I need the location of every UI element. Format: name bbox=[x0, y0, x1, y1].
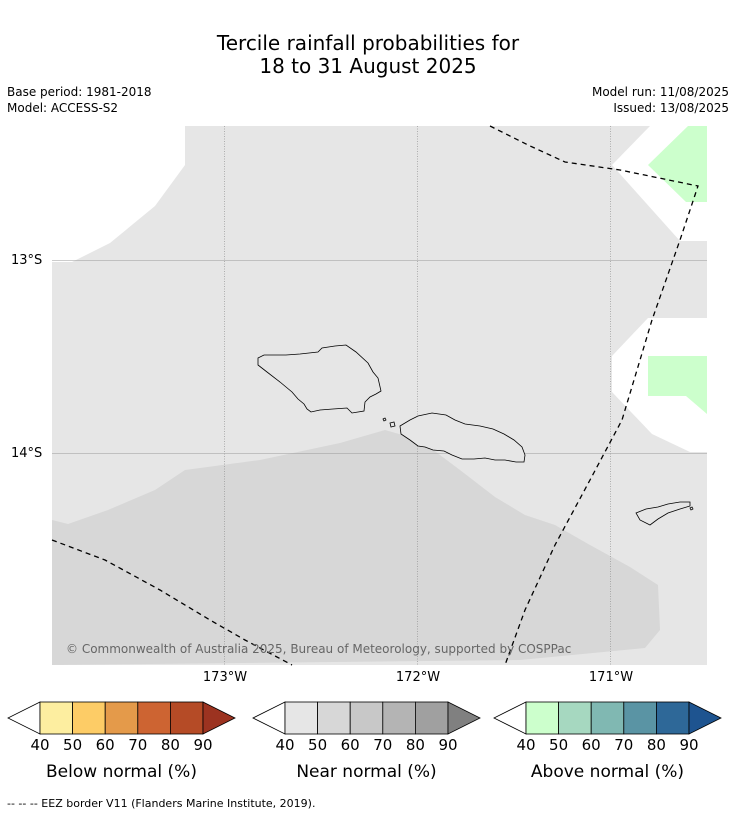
base-period: Base period: 1981-2018 bbox=[7, 85, 152, 99]
above-colorbar-tick: 40 bbox=[516, 736, 536, 754]
near-colorbar-tick: 40 bbox=[275, 736, 295, 754]
model-run: Model run: 11/08/2025 bbox=[591, 85, 729, 99]
map-panel bbox=[51, 125, 707, 666]
above-colorbar-tick: 80 bbox=[646, 736, 666, 754]
below-colorbar-tick: 70 bbox=[128, 736, 148, 754]
below-colorbar-over-arrow bbox=[202, 701, 236, 735]
above-colorbar-tick: 90 bbox=[679, 736, 699, 754]
near-colorbar-cell bbox=[414, 701, 449, 735]
below-colorbar-tick: 80 bbox=[160, 736, 180, 754]
below-colorbar-cell bbox=[169, 701, 204, 735]
near-colorbar-tick: 70 bbox=[373, 736, 393, 754]
below-colorbar-cell bbox=[137, 701, 171, 735]
near-normal-50-region bbox=[52, 430, 660, 665]
eez-footnote: -- -- -- EEZ border V11 (Flanders Marine… bbox=[7, 797, 316, 810]
lon-label-171w: 171°W bbox=[588, 670, 634, 685]
title-line-1: Tercile rainfall probabilities for bbox=[216, 31, 520, 55]
above-colorbar-under-arrow bbox=[493, 701, 527, 735]
eez-border bbox=[51, 125, 699, 666]
above-colorbar-cell bbox=[623, 701, 657, 735]
below-colorbar-tick: 90 bbox=[193, 736, 213, 754]
tutuila-island bbox=[635, 501, 691, 526]
near-colorbar-tick: 90 bbox=[438, 736, 458, 754]
above-colorbar-tick: 70 bbox=[614, 736, 634, 754]
above-normal-region-1 bbox=[648, 126, 707, 202]
lon-label-172w: 172°W bbox=[395, 670, 441, 685]
below-colorbar-under-arrow bbox=[7, 701, 41, 735]
title-line-2: 18 to 31 August 2025 bbox=[259, 54, 477, 78]
near-colorbar-cell bbox=[284, 701, 318, 735]
above-legend-label: Above normal (%) bbox=[530, 762, 685, 782]
near-colorbar-tick: 50 bbox=[308, 736, 328, 754]
near-colorbar-cell bbox=[382, 701, 416, 735]
above-colorbar-tick: 50 bbox=[549, 736, 569, 754]
below-colorbar-cell bbox=[104, 701, 139, 735]
upolu-island bbox=[399, 412, 526, 463]
near-colorbar-under-arrow bbox=[252, 701, 286, 735]
near-colorbar-tick: 80 bbox=[405, 736, 425, 754]
below-colorbar-cell bbox=[72, 701, 106, 735]
above-colorbar-over-arrow bbox=[688, 701, 722, 735]
above-colorbar-cell bbox=[525, 701, 559, 735]
lat-label-13s: 13°S bbox=[11, 253, 43, 268]
lon-label-173w: 173°W bbox=[202, 670, 248, 685]
near-colorbar-tick: 60 bbox=[340, 736, 360, 754]
near-colorbar-over-arrow bbox=[447, 701, 481, 735]
near-legend-label: Near normal (%) bbox=[296, 762, 437, 782]
near-colorbar-cell bbox=[349, 701, 384, 735]
below-colorbar-tick: 40 bbox=[30, 736, 50, 754]
aunuu-island bbox=[689, 506, 694, 511]
lat-label-14s: 14°S bbox=[11, 446, 43, 461]
savaii-island bbox=[257, 344, 382, 414]
apolima-island bbox=[382, 417, 387, 422]
below-colorbar-cell bbox=[39, 701, 73, 735]
colorbars bbox=[7, 701, 722, 735]
manono-island bbox=[389, 421, 396, 428]
above-colorbar-cell bbox=[590, 701, 625, 735]
below-legend-label: Below normal (%) bbox=[46, 762, 197, 782]
below-colorbar-tick: 50 bbox=[63, 736, 83, 754]
above-colorbar-cell bbox=[558, 701, 592, 735]
above-normal-region-2 bbox=[648, 356, 707, 414]
copyright-notice: © Commonwealth of Australia 2025, Bureau… bbox=[66, 642, 572, 656]
above-colorbar-cell bbox=[656, 701, 690, 735]
below-colorbar-tick: 60 bbox=[95, 736, 115, 754]
near-colorbar-cell bbox=[317, 701, 351, 735]
gridlines bbox=[52, 126, 707, 665]
issued-date: Issued: 13/08/2025 bbox=[613, 101, 729, 115]
above-colorbar-tick: 60 bbox=[581, 736, 601, 754]
model-name: Model: ACCESS-S2 bbox=[7, 101, 119, 115]
